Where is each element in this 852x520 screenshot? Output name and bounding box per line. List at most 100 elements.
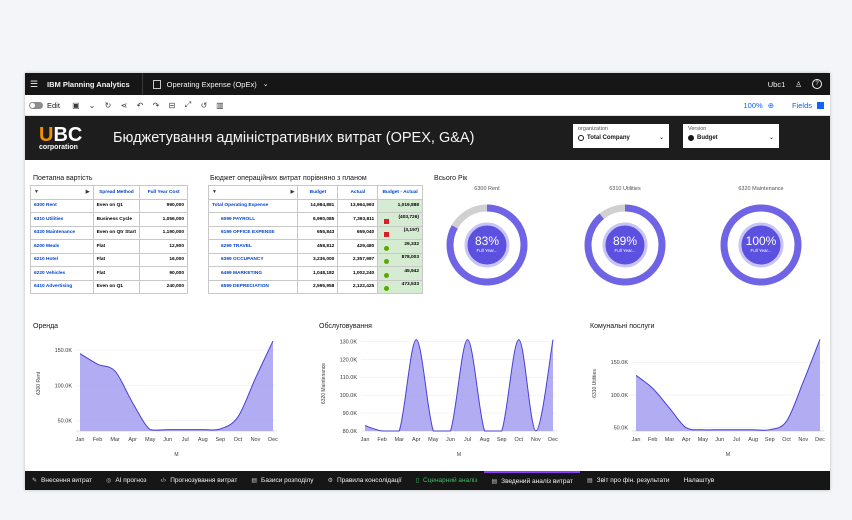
table-cell[interactable]: 1,048,182 bbox=[297, 266, 339, 281]
row-label[interactable]: Total Operating Expense bbox=[207, 198, 299, 213]
variance-cell[interactable]: 1,019,888 bbox=[377, 198, 423, 213]
tab-code[interactable]: ‹/› Прогнозування витрат bbox=[154, 471, 245, 490]
variance-cell[interactable]: 29,332 bbox=[377, 239, 423, 254]
table-cell[interactable]: Flat bbox=[92, 239, 141, 254]
column-header[interactable]: Spread Method bbox=[92, 185, 141, 200]
filter-icon[interactable]: ⊟ bbox=[168, 100, 176, 110]
area-fill[interactable] bbox=[636, 339, 820, 431]
row-label[interactable]: 6299 TRAVEL bbox=[207, 239, 299, 254]
table-cell[interactable]: 429,480 bbox=[337, 239, 379, 254]
table-cell[interactable]: Business Cycle bbox=[92, 212, 141, 227]
chevron-down-icon[interactable]: ⌄ bbox=[262, 81, 269, 88]
row-label[interactable]: 6199 OFFICE EXPENSE bbox=[207, 225, 299, 240]
table-cell[interactable]: 12,900 bbox=[139, 239, 188, 254]
table-cell[interactable]: 659,040 bbox=[337, 225, 379, 240]
area-fill[interactable] bbox=[80, 340, 273, 431]
columns-icon[interactable]: ▥ bbox=[216, 100, 224, 110]
table-cell[interactable]: 655,843 bbox=[297, 225, 339, 240]
series-line[interactable] bbox=[364, 339, 554, 432]
row-label[interactable]: 6599 DEPRECIATION bbox=[207, 279, 299, 294]
table-cell[interactable]: 2,595,958 bbox=[297, 279, 339, 294]
chevron-down-icon[interactable]: ⌄ bbox=[658, 135, 664, 141]
tab-scenario[interactable]: ▯ Сценарний аналіз bbox=[409, 471, 485, 490]
expand-icon[interactable]: ▶ bbox=[290, 189, 295, 196]
donut-chart[interactable] bbox=[442, 200, 532, 290]
row-label[interactable]: 6310 Utilities bbox=[30, 212, 94, 227]
variance-cell[interactable]: 45,942 bbox=[377, 266, 423, 281]
row-label[interactable]: 6320 Maintenance bbox=[30, 225, 94, 240]
row-label[interactable]: 6210 Hotel bbox=[30, 252, 94, 267]
column-header[interactable]: Budget - Actual bbox=[377, 185, 423, 200]
refresh-icon[interactable]: ↻ bbox=[104, 100, 112, 110]
edit-toggle[interactable] bbox=[29, 101, 43, 109]
version-selector[interactable]: Version Budget ⌄ bbox=[683, 124, 779, 148]
series-line[interactable] bbox=[635, 339, 821, 431]
area-fill[interactable] bbox=[365, 339, 553, 431]
undo-icon[interactable]: ↶ bbox=[136, 100, 144, 110]
row-label[interactable]: 6220 Vehicles bbox=[30, 266, 94, 281]
zoom-icon[interactable]: ⊕ bbox=[767, 100, 774, 110]
table-cell[interactable]: Even on Qtr Start bbox=[92, 225, 141, 240]
tab-summary[interactable]: ▤ Зведений аналіз витрат bbox=[484, 471, 580, 490]
tab-ai[interactable]: ◎ AI прогноз bbox=[99, 471, 153, 490]
dropdown-icon[interactable]: ▼ bbox=[34, 189, 39, 196]
menu-icon[interactable]: ☰ bbox=[29, 78, 39, 89]
table-cell[interactable]: 990,000 bbox=[139, 198, 188, 213]
table-cell[interactable]: 2,357,997 bbox=[337, 252, 379, 267]
row-header-cell[interactable]: ▼ ▶ bbox=[30, 185, 94, 200]
table-cell[interactable]: 14,984,881 bbox=[297, 198, 339, 213]
row-header-cell[interactable]: ▼ ▶ bbox=[207, 185, 299, 200]
reset-icon[interactable]: ↺ bbox=[200, 100, 208, 110]
donut-chart[interactable] bbox=[716, 200, 806, 290]
workbook-title[interactable]: Operating Expense (OpEx) bbox=[166, 79, 257, 89]
column-header[interactable]: Actual bbox=[337, 185, 379, 200]
table-cell[interactable]: 1,056,000 bbox=[139, 212, 188, 227]
table-cell[interactable]: 458,812 bbox=[297, 239, 339, 254]
variance-cell[interactable]: (403,726) bbox=[377, 212, 423, 227]
row-label[interactable]: 6410 Advertising bbox=[30, 279, 94, 294]
table-cell[interactable]: 13,964,993 bbox=[337, 198, 379, 213]
table-cell[interactable]: Flat bbox=[92, 266, 141, 281]
fields-button[interactable]: Fields bbox=[791, 100, 812, 110]
tab-rules[interactable]: ⚙ Правила консолідації bbox=[321, 471, 409, 490]
dropdown-icon[interactable]: ▼ bbox=[212, 189, 217, 196]
table-cell[interactable]: 1,190,000 bbox=[139, 225, 188, 240]
zoom-level[interactable]: 100% bbox=[743, 100, 763, 110]
fields-icon[interactable] bbox=[817, 101, 824, 109]
redo-icon[interactable]: ↷ bbox=[152, 100, 160, 110]
tab-report[interactable]: ▤ Звіт про фін. результати bbox=[580, 471, 677, 490]
row-label[interactable]: 6399 OCCUPANCY bbox=[207, 252, 299, 267]
chevron-down-icon[interactable]: ⌄ bbox=[88, 100, 96, 110]
row-label[interactable]: 6499 MARKETING bbox=[207, 266, 299, 281]
series-line[interactable] bbox=[79, 340, 274, 431]
help-icon[interactable]: ? bbox=[812, 79, 822, 89]
table-cell[interactable]: 1,002,240 bbox=[337, 266, 379, 281]
table-cell[interactable]: 2,122,425 bbox=[337, 279, 379, 294]
expand-icon[interactable]: ▶ bbox=[85, 189, 90, 196]
variance-cell[interactable]: (3,197) bbox=[377, 225, 423, 240]
user-name[interactable]: Ubc1 bbox=[767, 79, 786, 89]
column-header[interactable]: Full Year Cost bbox=[139, 185, 188, 200]
row-label[interactable]: 6099 PAYROLL bbox=[207, 212, 299, 227]
row-label[interactable]: 6200 Meals bbox=[30, 239, 94, 254]
tab-pencil[interactable]: ✎ Внесення витрат bbox=[25, 471, 99, 490]
share-icon[interactable]: ⋖ bbox=[120, 100, 128, 110]
donut-chart[interactable] bbox=[580, 200, 670, 290]
tab-settings[interactable]: Налаштув bbox=[677, 471, 722, 490]
table-cell[interactable]: Even on Q1 bbox=[92, 198, 141, 213]
expand-icon[interactable]: ⤢ bbox=[184, 100, 192, 109]
table-cell[interactable]: 7,393,811 bbox=[337, 212, 379, 227]
table-cell[interactable]: 6,990,085 bbox=[297, 212, 339, 227]
column-header[interactable]: Budget bbox=[297, 185, 339, 200]
table-cell[interactable]: 16,000 bbox=[139, 252, 188, 267]
user-icon[interactable]: ♙ bbox=[795, 79, 802, 89]
variance-cell[interactable]: 473,533 bbox=[377, 279, 423, 294]
table-cell[interactable]: Even on Q1 bbox=[92, 279, 141, 294]
save-icon[interactable]: ▣ bbox=[72, 100, 80, 110]
tab-document[interactable]: ▤ Базиси розподілу bbox=[244, 471, 320, 490]
table-cell[interactable]: 3,236,000 bbox=[297, 252, 339, 267]
organization-selector[interactable]: organization Total Company ⌄ bbox=[573, 124, 669, 148]
variance-cell[interactable]: 878,003 bbox=[377, 252, 423, 267]
table-cell[interactable]: 240,000 bbox=[139, 279, 188, 294]
table-cell[interactable]: 90,000 bbox=[139, 266, 188, 281]
